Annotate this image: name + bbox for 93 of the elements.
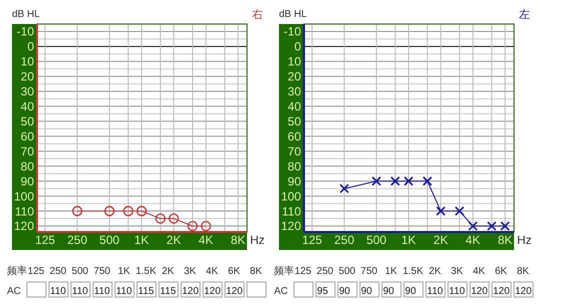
category-label: 2K [428, 266, 442, 277]
category-label: 6K [228, 266, 240, 277]
category-label: 500 [338, 266, 356, 277]
y-tick-label: 120 [14, 219, 34, 234]
category-label: 8K [250, 266, 262, 277]
data-label: 90 [339, 286, 351, 297]
y-tick-label: 110 [14, 204, 34, 218]
category-label: 8K [516, 266, 530, 277]
text: 频率 [274, 265, 294, 277]
y-tick-label: -10 [16, 24, 34, 39]
category-label: 500 [72, 266, 89, 277]
x-tick-label: 500 [366, 233, 387, 247]
y-tick-label: 30 [20, 84, 34, 99]
category-label: 6K [494, 266, 508, 277]
data-label: 110 [427, 286, 444, 297]
category-label: 4K [206, 266, 218, 277]
data-label: 120 [515, 286, 532, 297]
x-tick-label: 125 [302, 233, 322, 247]
y-tick-label: 100 [14, 189, 34, 204]
y-tick-label: 90 [20, 174, 34, 188]
x-tick-label: 2K [166, 233, 182, 247]
text: AC [274, 286, 288, 297]
category-label: 125 [28, 266, 45, 277]
y-tick-label: 20 [20, 70, 34, 84]
x-tick-label: 1K [401, 233, 416, 247]
y-tick-label: 20 [288, 70, 302, 84]
x-axis-title: Hz [250, 233, 265, 247]
y-tick-label: -10 [284, 24, 302, 39]
chart-title: 左 [519, 9, 530, 21]
category-label: 750 [94, 266, 111, 277]
x-tick-label: 250 [67, 233, 88, 247]
y-tick-label: 10 [20, 54, 34, 69]
x-tick-label: 4K [466, 233, 480, 247]
x-tick-label: 1K [134, 233, 149, 247]
data-label: 110 [449, 286, 466, 297]
category-label: 1.5K [136, 266, 157, 277]
x-tick-label: 125 [35, 233, 56, 247]
data-label: 120 [204, 286, 222, 297]
category-label: 125 [294, 266, 312, 277]
data-label: 110 [116, 286, 132, 297]
text: AC [7, 286, 21, 297]
data-label: 90 [383, 286, 395, 297]
y-tick-label: 50 [20, 114, 34, 128]
x-axis-title: Hz [517, 233, 532, 247]
x-tick-label: 250 [334, 233, 355, 247]
category-label: 1K [118, 266, 130, 277]
category-label: 2K [162, 266, 174, 277]
data-label: 110 [50, 286, 66, 297]
y-tick-label: 60 [288, 129, 302, 144]
y-tick-label: 0 [294, 40, 302, 54]
y-axis-title: dB HL [12, 9, 40, 20]
y-tick-label: 80 [20, 159, 34, 174]
data-label: 120 [182, 286, 200, 297]
y-tick-label: 70 [288, 144, 302, 158]
category-label: 3K [184, 266, 196, 277]
y-tick-label: 90 [288, 174, 302, 188]
data-label: 90 [405, 286, 417, 297]
data-label: 95 [317, 286, 329, 297]
data-label: 120 [493, 286, 510, 297]
data-label: 115 [138, 286, 154, 297]
category-label: 250 [316, 266, 334, 277]
category-label: 4K [472, 266, 486, 277]
category-label: 1.5K [402, 266, 424, 277]
data-label: 120 [226, 286, 244, 297]
x-tick-label: 4K [198, 233, 214, 247]
y-tick-label: 100 [280, 189, 302, 204]
x-tick-label: 8K [230, 233, 246, 247]
y-tick-label: 40 [20, 100, 34, 114]
data-label: 120 [471, 286, 488, 297]
y-tick-label: 70 [20, 144, 34, 158]
text: 频率 [7, 265, 27, 277]
chart-title: 右 [252, 9, 263, 21]
data-label: 110 [94, 286, 110, 297]
x-tick-label: 8K [498, 233, 512, 247]
data-label: 115 [160, 286, 176, 297]
y-tick-label: 60 [20, 129, 34, 144]
y-tick-label: 110 [282, 204, 302, 218]
y-tick-label: 40 [288, 100, 302, 114]
x-tick-label: 2K [433, 233, 448, 247]
category-label: 250 [50, 266, 67, 277]
data-label: 90 [361, 286, 373, 297]
y-tick-label: 50 [288, 114, 302, 128]
category-label: 3K [450, 266, 464, 277]
x-tick-label: 500 [99, 233, 120, 247]
category-label: 750 [360, 266, 378, 277]
y-tick-label: 0 [27, 40, 34, 54]
category-label: 1K [384, 266, 398, 277]
y-tick-label: 10 [288, 54, 302, 69]
y-tick-label: 120 [280, 219, 302, 234]
data-label: 110 [72, 286, 88, 297]
y-tick-label: 30 [288, 84, 302, 99]
y-tick-label: 80 [288, 159, 302, 174]
y-axis-title: dB HL [279, 9, 308, 20]
